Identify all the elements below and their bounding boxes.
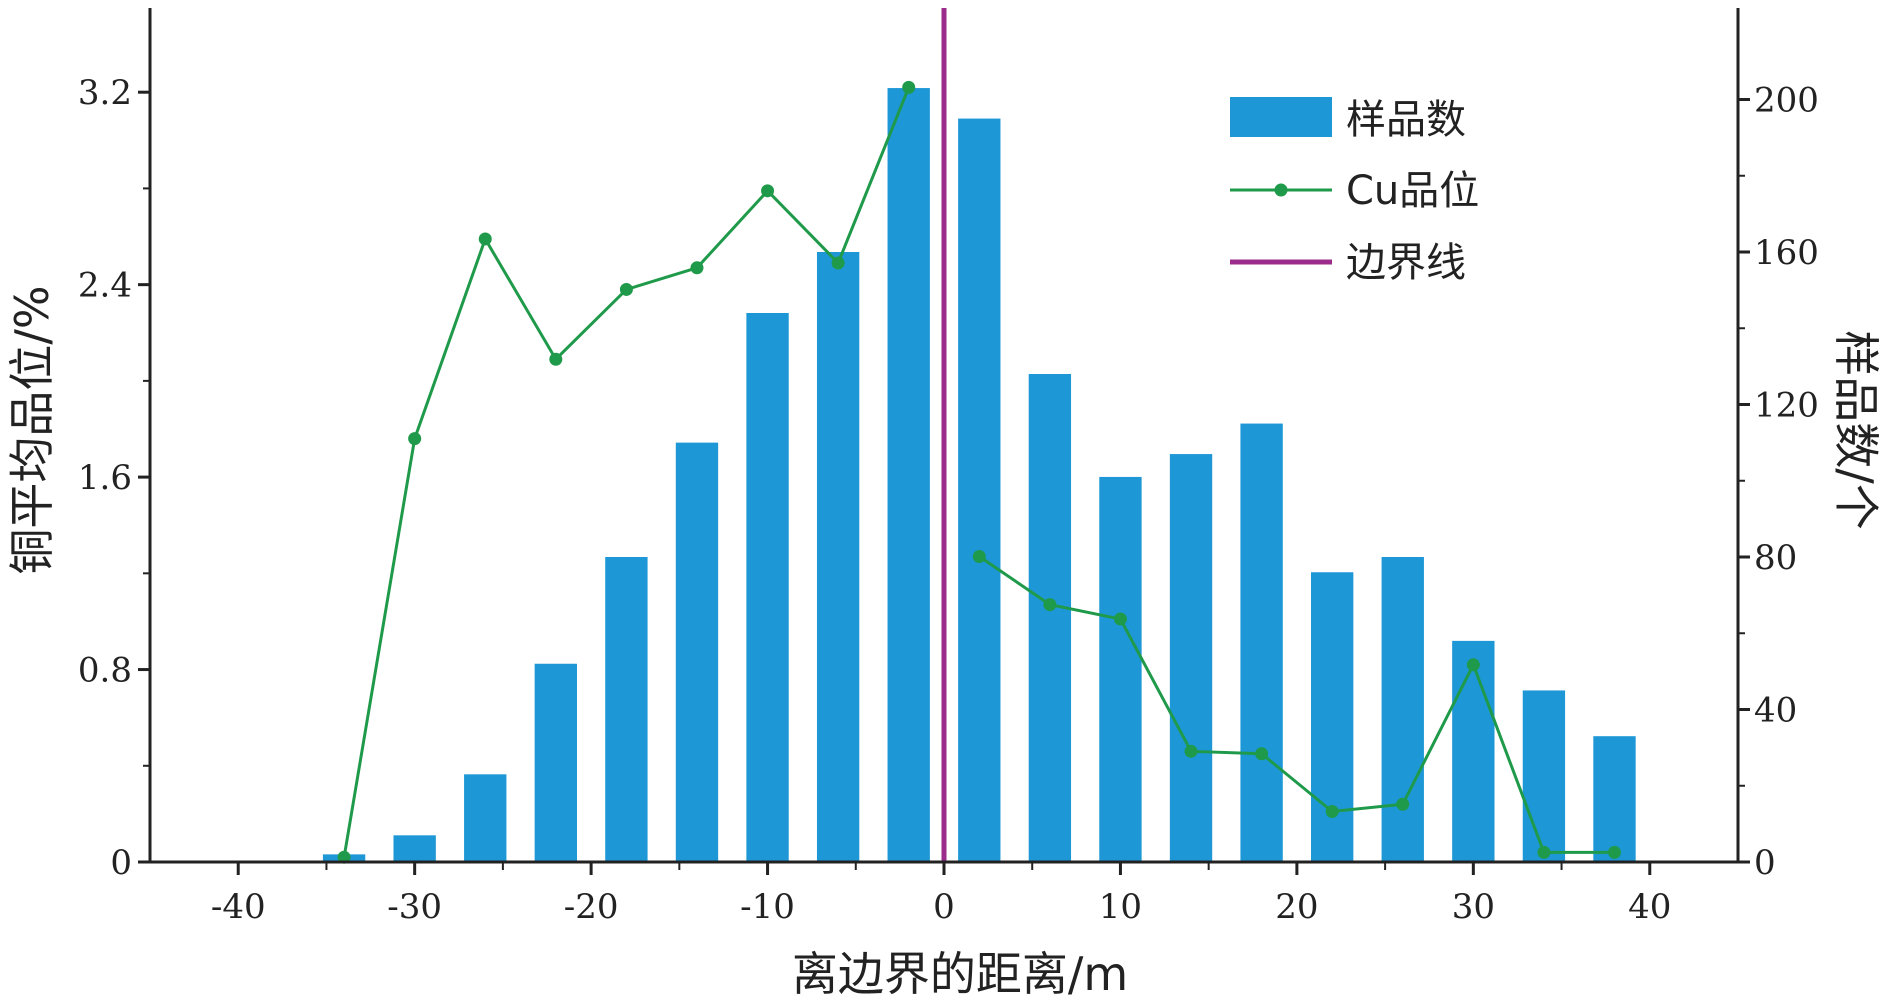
cu-grade-point xyxy=(902,80,916,94)
legend-swatch-line-marker xyxy=(1274,183,1288,197)
cu-grade-point xyxy=(1184,744,1198,758)
bar xyxy=(1381,557,1424,862)
ticks-layer: -40 -30 -20 -10 0 10 20 30 40 0 0.8 1.6 2.4 3.2 0 40 80 1… xyxy=(78,73,1819,927)
cu-grade-point xyxy=(831,256,845,270)
bar xyxy=(1240,423,1283,862)
cu-grade-point xyxy=(1466,658,1480,672)
cu-grade-point xyxy=(761,184,775,198)
y-right-tick-label: 0 xyxy=(1754,843,1776,883)
y-right-tick-label: 200 xyxy=(1754,81,1819,121)
x-tick-label: 40 xyxy=(1628,887,1671,927)
bar xyxy=(746,313,789,862)
x-tick-label: -30 xyxy=(387,887,442,927)
cu-grade-point xyxy=(972,549,986,563)
legend-label-line: Cu品位 xyxy=(1346,168,1479,214)
cu-grade-point xyxy=(1607,845,1621,859)
bar xyxy=(605,557,648,862)
y-left-tick-label: 1.6 xyxy=(78,458,132,498)
bar xyxy=(1522,690,1566,862)
y-right-tick-label: 40 xyxy=(1754,691,1797,731)
bar xyxy=(1311,572,1354,862)
bar xyxy=(534,663,577,862)
cu-grade-line xyxy=(978,555,1615,854)
bar xyxy=(958,118,1001,862)
bar xyxy=(887,88,930,862)
cu-grade-point xyxy=(337,850,351,864)
y-right-tick-label: 80 xyxy=(1754,538,1797,578)
bars-layer xyxy=(322,88,1636,862)
legend-swatch-bar xyxy=(1230,97,1332,137)
bar xyxy=(1028,374,1072,862)
legend: 样品数 Cu品位 边界线 xyxy=(1230,97,1479,286)
cu-grade-point xyxy=(1396,797,1410,811)
cu-grade-point xyxy=(1255,747,1269,761)
x-tick-label: 30 xyxy=(1452,887,1495,927)
x-tick-label: 0 xyxy=(933,887,955,927)
y-right-tick-label: 120 xyxy=(1754,386,1819,426)
cu-grade-point xyxy=(1113,612,1127,626)
y-left-axis-title: 铜平均品位/% xyxy=(5,285,59,574)
x-tick-label: -40 xyxy=(211,887,266,927)
cu-grade-point xyxy=(549,352,563,366)
cu-grade-point xyxy=(690,261,704,275)
x-tick-label: -10 xyxy=(740,887,795,927)
bar xyxy=(393,835,436,862)
cu-grade-point xyxy=(619,282,633,296)
y-left-tick-label: 0 xyxy=(110,843,132,883)
legend-label-bar: 样品数 xyxy=(1346,97,1466,143)
bar xyxy=(675,442,719,862)
bar xyxy=(816,252,860,862)
x-tick-label: -20 xyxy=(564,887,619,927)
y-left-tick-label: 2.4 xyxy=(78,266,132,306)
bar xyxy=(1452,640,1495,862)
cu-grade-point xyxy=(1043,598,1057,612)
x-axis-title: 离边界的距离/m xyxy=(792,947,1128,998)
cu-grade-point xyxy=(1537,845,1551,859)
y-left-tick-label: 0.8 xyxy=(78,651,132,691)
y-right-tick-label: 160 xyxy=(1754,233,1819,273)
x-tick-label: 20 xyxy=(1275,887,1318,927)
line-layer xyxy=(337,80,1621,864)
y-left-tick-label: 3.2 xyxy=(78,73,132,113)
cu-grade-point xyxy=(1325,804,1339,818)
y-right-axis-title: 样品数/个 xyxy=(1829,330,1883,530)
cu-grade-point xyxy=(478,232,492,246)
bar xyxy=(464,774,507,862)
legend-label-boundary: 边界线 xyxy=(1346,240,1466,286)
bar xyxy=(1099,476,1142,862)
x-tick-label: 10 xyxy=(1099,887,1142,927)
bar xyxy=(1593,736,1636,862)
cu-grade-point xyxy=(408,432,422,446)
bar xyxy=(1169,454,1213,862)
